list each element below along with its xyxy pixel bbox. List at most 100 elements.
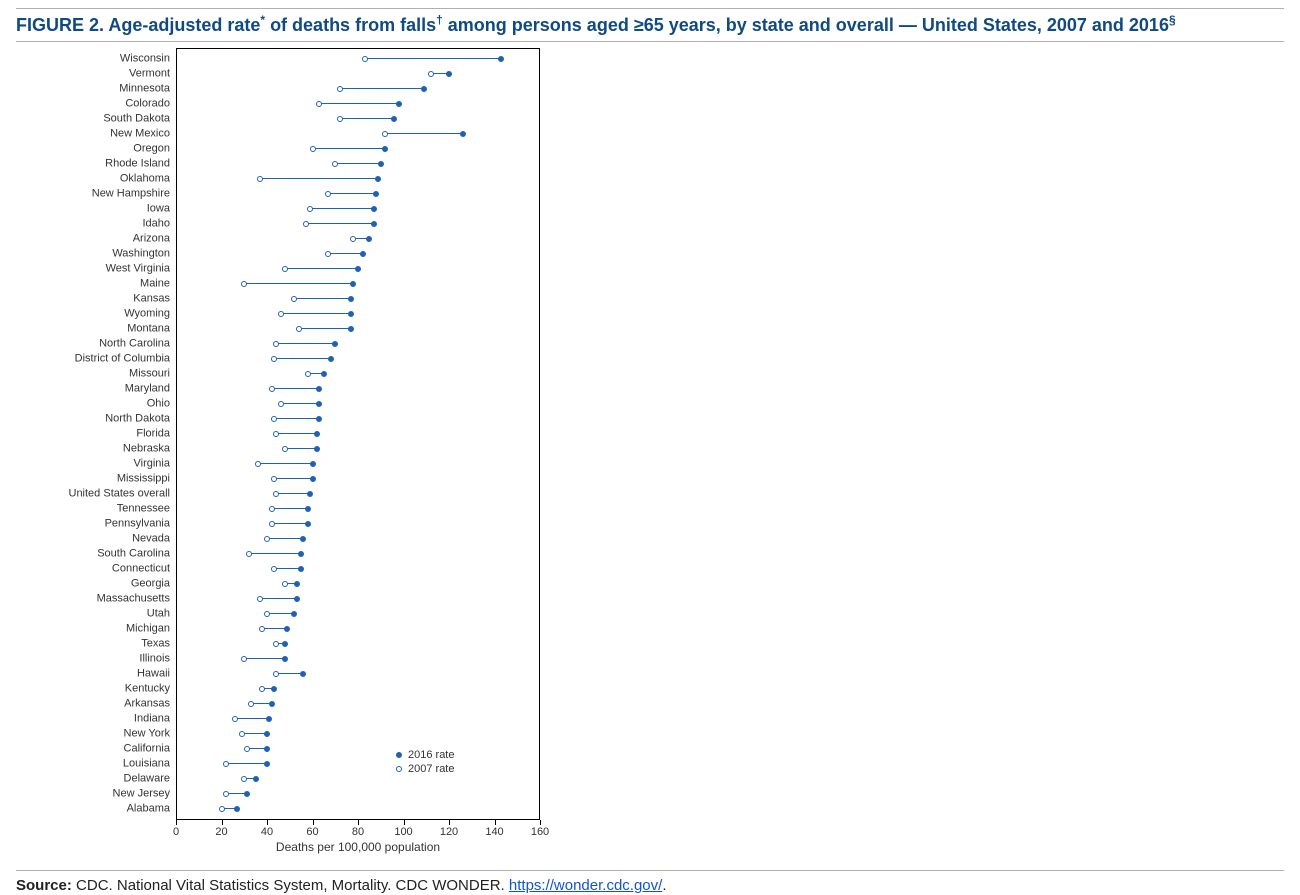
state-label: Illinois [56,653,170,664]
dumbbell-connector [226,763,267,764]
state-label: Hawaii [56,668,170,679]
marker-2007 [257,596,263,602]
state-label: Pennsylvania [56,518,170,529]
marker-2016 [348,296,354,302]
state-label: Nebraska [56,443,170,454]
marker-2007 [264,611,270,617]
state-label: West Virginia [56,263,170,274]
x-tick [222,820,223,825]
marker-2007 [264,536,270,542]
dumbbell-connector [267,538,303,539]
legend-label: 2016 rate [408,748,454,762]
title-sup-3: § [1169,13,1176,27]
state-label: Virginia [56,458,170,469]
x-tick [404,820,405,825]
source-text: CDC. National Vital Statistics System, M… [72,877,509,894]
dumbbell-connector [294,298,351,299]
source-link[interactable]: https://wonder.cdc.gov/ [509,877,662,894]
marker-2016 [378,161,384,167]
dumbbell-connector [276,493,310,494]
dumbbell-connector [274,358,331,359]
marker-2007 [291,296,297,302]
marker-2016 [396,101,402,107]
marker-2016 [498,56,504,62]
marker-2007 [350,236,356,242]
dumbbell-connector [328,193,376,194]
state-label: Ohio [56,398,170,409]
marker-2007 [303,221,309,227]
state-label: Kansas [56,293,170,304]
x-tick [495,820,496,825]
marker-2007 [259,626,265,632]
x-tick-label: 160 [531,826,549,838]
x-tick-label: 80 [352,826,364,838]
dumbbell-connector [306,223,374,224]
dumbbell-chart: 020406080100120140160Deaths per 100,000 … [56,48,596,862]
marker-2016 [310,476,316,482]
legend-item: 2016 rate [396,748,454,762]
marker-2016 [282,656,288,662]
dumbbell-connector [249,553,301,554]
marker-2007 [241,656,247,662]
state-label: Idaho [56,218,170,229]
state-label: Massachusetts [56,593,170,604]
marker-2016 [298,566,304,572]
x-tick-label: 100 [394,826,412,838]
marker-2007 [244,746,250,752]
title-prefix: FIGURE 2. Age-adjusted rate [16,15,260,35]
title-sup-2: † [436,13,443,27]
marker-2007 [278,401,284,407]
state-label: Arkansas [56,698,170,709]
dumbbell-connector [244,658,285,659]
marker-2016 [305,521,311,527]
marker-2007 [271,356,277,362]
marker-2007 [273,341,279,347]
state-label: Kentucky [56,683,170,694]
state-label: Mississippi [56,473,170,484]
marker-2007 [282,581,288,587]
state-label: Alabama [56,803,170,814]
marker-2016 [284,626,290,632]
marker-2016 [314,431,320,437]
marker-2007 [282,266,288,272]
dumbbell-connector [328,253,362,254]
figure-title: FIGURE 2. Age-adjusted rate* of deaths f… [16,13,1284,37]
source-row: Source: CDC. National Vital Statistics S… [16,870,1284,894]
marker-2016 [360,251,366,257]
marker-2016 [382,146,388,152]
marker-2007 [239,731,245,737]
marker-2016 [321,371,327,377]
state-label: Colorado [56,98,170,109]
marker-2016 [307,491,313,497]
state-label: Utah [56,608,170,619]
marker-2016 [300,536,306,542]
marker-2016 [269,701,275,707]
dumbbell-connector [340,88,424,89]
marker-2016 [264,761,270,767]
state-label: Michigan [56,623,170,634]
dumbbell-connector [235,718,269,719]
marker-2007 [332,161,338,167]
marker-2007 [310,146,316,152]
marker-2007 [269,386,275,392]
marker-2016 [371,221,377,227]
marker-2016 [373,191,379,197]
marker-2007 [223,761,229,767]
marker-2007 [273,641,279,647]
marker-2016 [244,791,250,797]
state-label: District of Columbia [56,353,170,364]
state-label: Missouri [56,368,170,379]
marker-2007 [241,281,247,287]
marker-2016 [332,341,338,347]
marker-2007 [307,206,313,212]
x-tick-label: 60 [306,826,318,838]
marker-2007 [296,326,302,332]
state-label: Wyoming [56,308,170,319]
x-tick-label: 120 [440,826,458,838]
marker-2007 [271,476,277,482]
marker-2016 [305,506,311,512]
marker-2016 [294,596,300,602]
marker-2016 [294,581,300,587]
marker-2016 [264,746,270,752]
dumbbell-connector [272,523,308,524]
